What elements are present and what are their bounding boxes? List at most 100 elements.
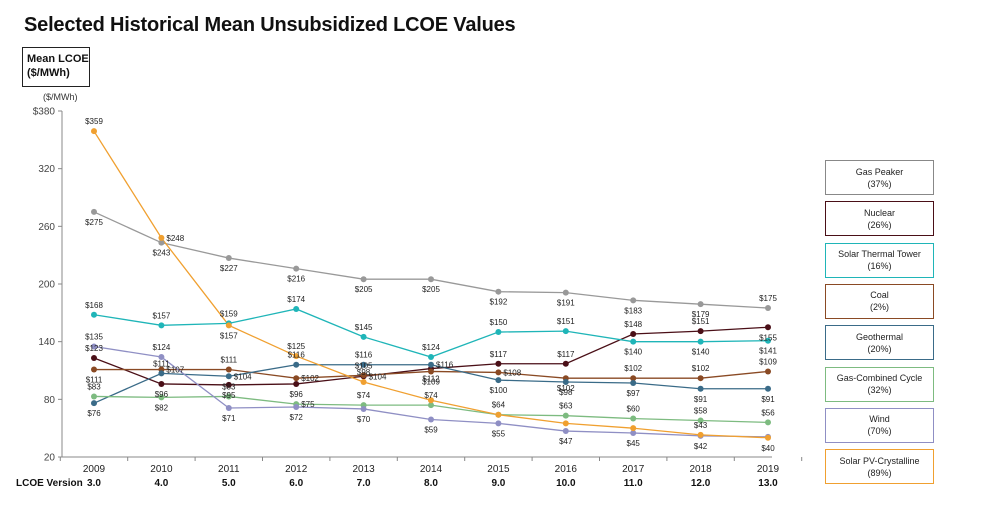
legend-series-pct: (20%) [867,343,892,354]
data-point-gas-combined-cycle [225,393,232,400]
version-label: 9.0 [491,478,505,489]
data-point-geothermal [562,379,569,386]
data-label-coal: $108 [503,368,521,377]
data-label-nuclear: $151 [692,317,710,326]
x-tick-label: 2014 [420,464,443,475]
data-point-solar-thermal-tower [293,305,300,312]
data-label-solar-thermal-tower: $140 [624,348,642,357]
data-point-solar-pv-crystalline [630,425,637,432]
x-tick-label: 2010 [150,464,173,475]
legend-series-pct: (2%) [869,302,889,313]
data-label-solar-thermal-tower: $124 [422,343,440,352]
y-tick-label: 20 [44,453,56,464]
data-label-geothermal: $116 [288,351,306,360]
data-label-nuclear: $95 [222,391,236,400]
data-point-nuclear [91,355,97,362]
data-point-solar-thermal-tower [428,354,434,361]
legend-item-coal: Coal (2%) [825,283,934,319]
data-label-coal: $102 [301,374,319,383]
data-point-solar-pv-crystalline [225,322,232,329]
data-label-solar-thermal-tower: $140 [692,348,710,357]
data-label-gas-peaker: $175 [759,294,777,303]
data-label-solar-thermal-tower: $141 [759,347,777,356]
data-point-solar-thermal-tower [765,337,771,344]
legend-series-name: Solar Thermal Tower [838,249,921,260]
data-label-nuclear: $117 [490,350,508,359]
data-label-gas-combined-cycle: $74 [424,391,438,400]
legend-series-pct: (70%) [867,426,892,437]
data-point-gas-combined-cycle [765,419,771,426]
y-axis-box-line1: Mean LCOE [27,53,89,65]
data-label-coal: $111 [220,356,237,365]
data-point-coal [630,375,637,382]
data-label-gas-combined-cycle: $74 [357,391,371,400]
data-point-solar-pv-crystalline [428,397,434,404]
x-tick-label: 2011 [218,464,240,475]
legend-series-pct: (37%) [867,178,892,189]
data-point-solar-pv-crystalline [360,379,367,386]
data-point-solar-pv-crystalline [293,353,300,360]
legend-item-geothermal: Geothermal (20%) [825,325,934,361]
data-point-gas-peaker [630,297,637,304]
data-label-gas-peaker: $243 [153,249,171,258]
data-label-nuclear: $155 [759,333,777,342]
data-point-nuclear [158,380,165,387]
data-label-solar-pv-crystalline: $157 [220,331,238,340]
y-tick-label: $380 [33,107,56,118]
x-tick-label: 2017 [622,464,645,475]
data-point-wind [562,428,569,435]
data-label-gas-peaker: $227 [220,264,238,273]
legend-series-name: Coal [870,290,889,301]
y-tick-label: 260 [38,222,55,233]
legend-series-pct: (26%) [867,219,892,230]
data-point-wind [360,405,367,412]
data-point-wind [158,354,165,361]
data-point-coal [360,372,367,379]
x-tick-label: 2013 [352,464,375,475]
data-label-solar-pv-crystalline: $125 [287,342,305,351]
data-point-solar-thermal-tower [360,333,367,340]
data-label-geothermal: $97 [627,389,641,398]
legend-series-pct: (32%) [867,385,892,395]
data-point-nuclear [697,328,704,335]
data-label-gas-combined-cycle: $64 [492,401,506,410]
data-point-solar-pv-crystalline [562,420,569,427]
y-axis-label: ($/MWh) [43,92,78,102]
data-point-wind [293,404,300,411]
data-label-gas-combined-cycle: $83 [87,382,101,391]
legend-item-nuclear: Nuclear (26%) [825,201,934,237]
data-label-coal: $102 [692,364,710,373]
y-tick-label: 320 [38,164,55,175]
data-label-geothermal: $104 [234,372,252,381]
data-label-solar-thermal-tower: $151 [557,317,575,326]
data-point-nuclear [225,381,232,388]
data-label-gas-combined-cycle: $83 [222,382,236,391]
legend-item-wind: Wind (70%) [825,407,934,443]
data-label-solar-thermal-tower: $150 [490,318,508,327]
data-label-gas-combined-cycle: $58 [694,406,708,415]
data-point-coal [225,366,232,373]
data-label-solar-pv-crystalline: $43 [694,421,708,430]
data-label-wind: $45 [627,439,641,448]
data-label-geothermal: $116 [436,361,454,370]
data-point-solar-thermal-tower [495,329,502,336]
data-label-wind: $55 [492,429,506,438]
data-label-gas-peaker: $275 [85,218,103,227]
data-point-coal [293,375,300,382]
y-tick-label: 200 [38,280,55,291]
version-label: 3.0 [87,478,101,489]
data-label-gas-peaker: $183 [624,306,642,315]
data-label-solar-pv-crystalline: $359 [85,117,103,126]
data-label-nuclear: $96 [155,390,169,399]
data-label-solar-thermal-tower: $174 [287,295,305,304]
data-point-solar-pv-crystalline [765,434,771,441]
data-label-solar-thermal-tower: $168 [85,301,103,310]
data-label-gas-combined-cycle: $56 [761,408,775,417]
data-label-wind: $59 [424,426,438,435]
data-point-solar-thermal-tower [91,311,97,318]
version-label: 5.0 [222,478,236,489]
data-point-nuclear [293,380,300,387]
legend-series-pct: (16%) [867,261,892,272]
data-point-coal [697,375,704,382]
